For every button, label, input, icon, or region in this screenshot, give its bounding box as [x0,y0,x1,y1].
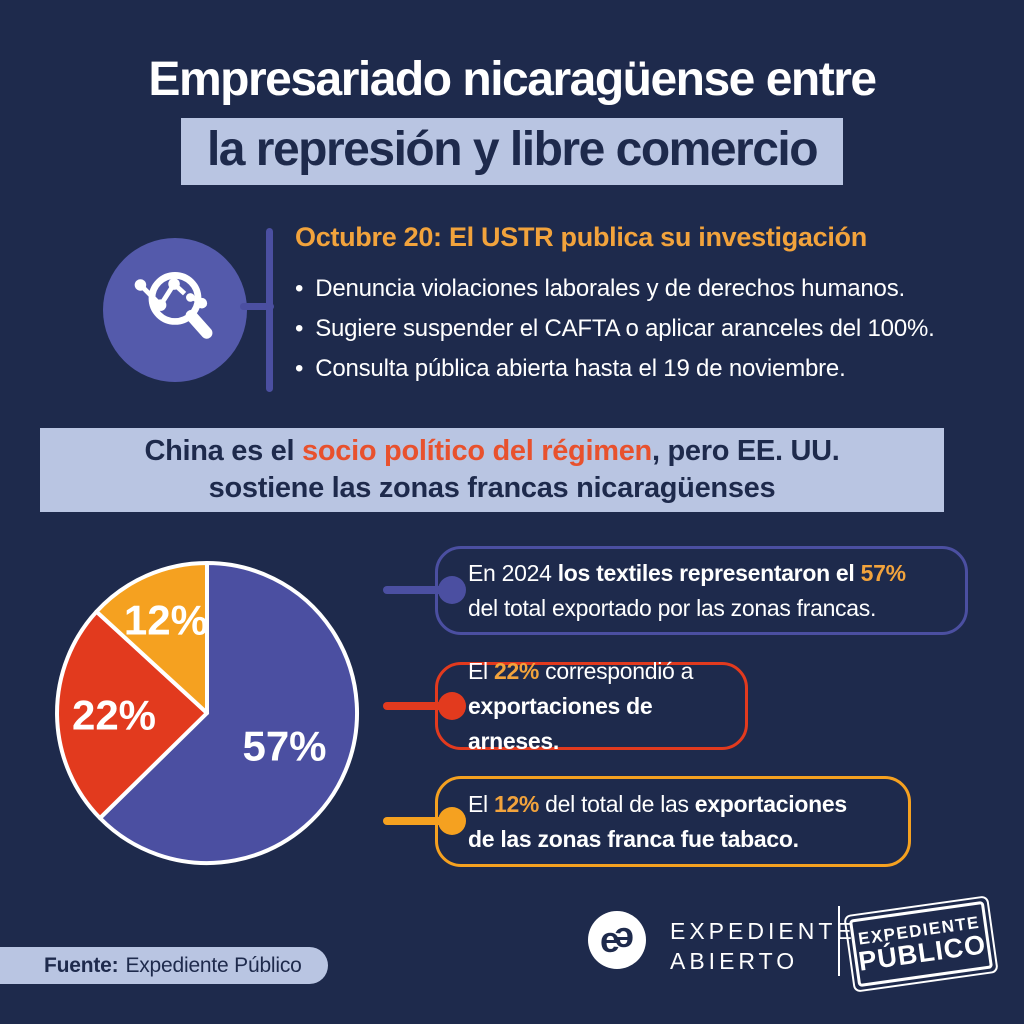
investigation-section: Octubre 20: El USTR publica su investiga… [295,222,967,389]
expediente-abierto-logo-icon: e e [588,911,646,969]
callout-textiles: En 2024 los textiles representaron el 57… [435,546,968,635]
magnifier-chart-icon [127,260,223,361]
callout-connector-arneses [383,702,443,710]
connector-dot-arneses [438,692,466,720]
expediente-abierto-wordmark: EXPEDIENTE ABIERTO [670,916,856,976]
stamp-inner-border: EXPEDIENTE PÚBLICO [848,900,994,988]
timeline-bar [266,228,273,392]
bullet-item: Sugiere suspender el CAFTA o aplicar ara… [295,309,967,349]
china-banner: China es el socio político del régimen, … [40,428,944,512]
wordmark-line-1: EXPEDIENTE [670,918,856,944]
callout-tabaco: El 12% del total de las exportaciones de … [435,776,911,867]
pie-label-tabaco: 12% [124,597,208,644]
page-title-highlight: la represión y libre comercio [180,118,844,185]
source-value: Expediente Público [125,953,302,977]
wordmark-line-2: ABIERTO [670,948,799,974]
monogram-e-right: e [618,920,635,961]
pie-label-textiles: 57% [242,723,326,770]
logo-divider [838,906,840,976]
pie-slice-textiles [98,561,360,865]
connector-dot-tabaco [438,807,466,835]
callout-connector-tabaco [383,817,443,825]
investigation-bullets: Denuncia violaciones laborales y de dere… [295,269,967,389]
banner-line-1: China es el socio político del régimen, … [144,435,840,467]
source-label: Fuente: [44,953,119,977]
bullet-item: Consulta pública abierta hasta el 19 de … [295,349,967,389]
callout-textiles-text: En 2024 los textiles representaron el 57… [468,559,906,621]
callout-connector-textiles [383,586,443,594]
timeline-connector [240,303,274,310]
pie-chart: 57% 22% 12% [47,553,367,873]
callout-arneses-text: El 22% correspondió a exportaciones de ar… [468,657,694,754]
pie-slice-arneses [55,609,209,821]
source-pill: Fuente: Expediente Público [0,947,328,984]
pie-label-arneses: 22% [72,692,156,739]
pie-slice-tabaco [94,561,209,715]
investigation-icon-badge [103,238,247,382]
banner-line-2: sostiene las zonas francas nicaragüenses [208,472,776,504]
connector-dot-textiles [438,576,466,604]
bullet-item: Denuncia violaciones laborales y de dere… [295,269,967,309]
investigation-heading: Octubre 20: El USTR publica su investiga… [295,222,867,252]
callout-arneses: El 22% correspondió a exportaciones de ar… [435,658,748,754]
callout-tabaco-text: El 12% del total de las exportaciones de … [468,790,847,852]
monogram-e-left: e [599,919,620,960]
page-title-line-2-wrap: la represión y libre comercio [0,118,1024,185]
page-title-line-1: Empresariado nicaragüense entre [148,53,877,106]
expediente-publico-stamp: EXPEDIENTE PÚBLICO [843,895,999,993]
